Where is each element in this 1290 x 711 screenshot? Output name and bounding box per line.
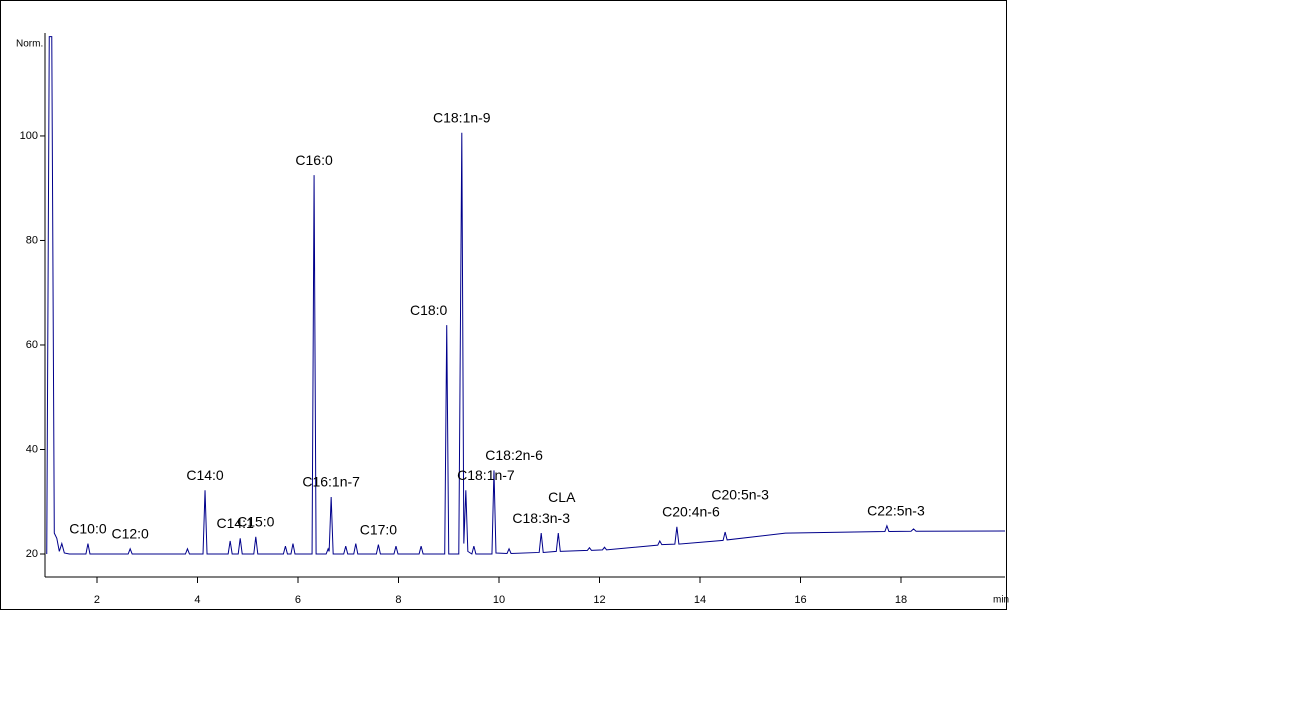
x-tick-label: 14: [694, 594, 706, 606]
frame: [0, 0, 1007, 610]
peak-label: C15:0: [237, 513, 275, 529]
peak-label: C17:0: [360, 521, 398, 537]
peak-label: C18:3n-3: [512, 510, 570, 526]
peak-label: CLA: [548, 489, 576, 505]
y-tick-label: 100: [20, 130, 38, 142]
peak-label: C14:0: [186, 467, 224, 483]
y-tick-label: 20: [26, 548, 38, 560]
y-tick-label: 80: [26, 234, 38, 246]
peak-label: C14:1: [217, 515, 255, 531]
peak-label: C16:0: [295, 152, 333, 168]
x-tick-label: 2: [94, 594, 100, 606]
x-tick-label: 16: [794, 594, 806, 606]
peak-label: C18:1n-7: [457, 467, 515, 483]
x-tick-label: 4: [194, 594, 200, 606]
x-tick-label: 8: [395, 594, 401, 606]
trace: [46, 36, 1006, 555]
x-tick-label: 10: [493, 594, 505, 606]
peak-label: C20:5n-3: [711, 486, 769, 502]
x-axis-label: min: [993, 595, 1009, 606]
peak-label: C10:0: [69, 520, 107, 536]
peak-label: C18:1n-9: [433, 110, 491, 126]
y-axis-label: Norm.: [16, 39, 43, 50]
peak-label: C12:0: [111, 525, 149, 541]
peak-label: C16:1n-7: [302, 474, 360, 490]
peak-label: C20:4n-6: [662, 504, 720, 520]
y-tick-label: 40: [26, 443, 38, 455]
x-tick-label: 6: [295, 594, 301, 606]
x-tick-label: 18: [895, 594, 907, 606]
peak-label: C18:0: [410, 302, 448, 318]
x-tick-label: 12: [593, 594, 605, 606]
peak-label: C18:2n-6: [485, 447, 543, 463]
y-tick-label: 60: [26, 339, 38, 351]
peak-label: C22:5n-3: [867, 502, 925, 518]
